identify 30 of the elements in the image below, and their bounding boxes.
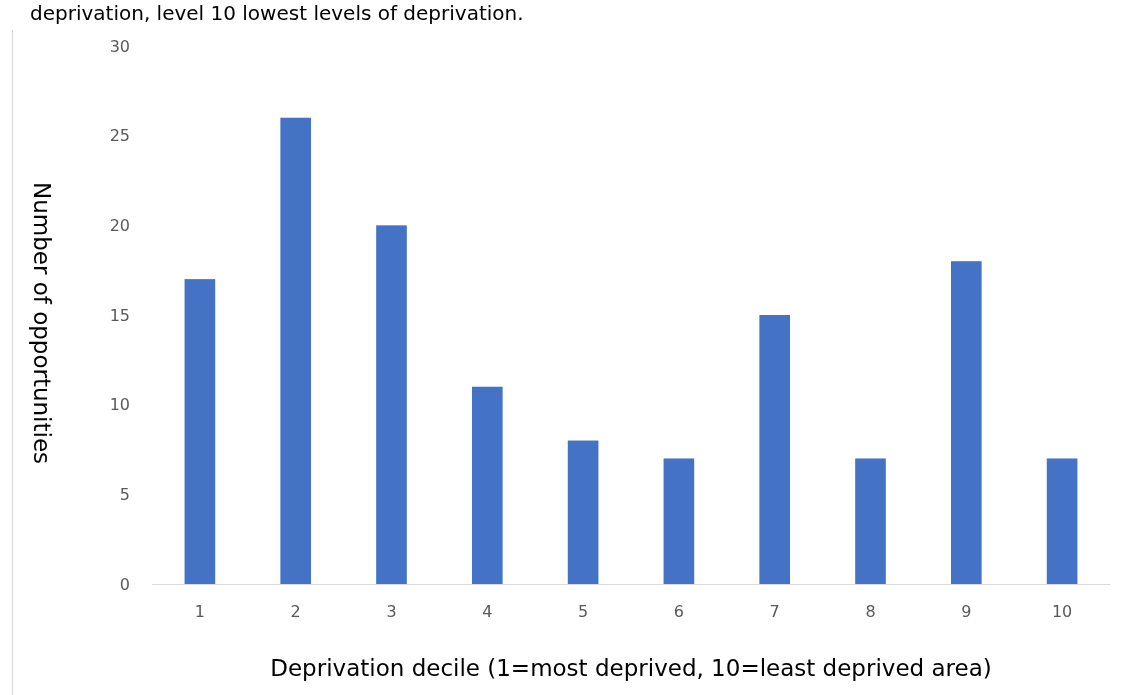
bar — [855, 458, 886, 584]
x-tick-label: 4 — [482, 602, 493, 622]
bar — [663, 458, 695, 584]
x-tick-label: 3 — [386, 602, 397, 622]
bar — [471, 386, 503, 584]
x-tick-label: 1 — [194, 602, 205, 622]
bar — [1046, 458, 1078, 584]
x-tick-label: 10 — [1051, 602, 1073, 622]
x-tick-label: 7 — [769, 602, 780, 622]
chart-title: deprivation, level 10 lowest levels of deprivation. — [30, 1, 524, 25]
bar — [376, 225, 407, 584]
x-tick-label: 6 — [673, 602, 684, 622]
y-axis-title: Number of opportunities — [29, 181, 55, 465]
x-tick-label: 5 — [578, 602, 589, 622]
bar — [280, 117, 312, 584]
bar — [184, 279, 216, 584]
bar — [567, 440, 599, 584]
bar — [950, 261, 982, 584]
y-tick-label: 0 — [119, 574, 130, 594]
x-tick-label: 2 — [290, 602, 301, 622]
y-tick-label: 25 — [109, 126, 130, 146]
x-tick-label: 9 — [961, 602, 972, 622]
y-tick-label: 5 — [119, 484, 130, 504]
x-axis-title: Deprivation decile (1=most deprived, 10=least deprived area) — [270, 655, 992, 681]
x-tick-label: 8 — [865, 602, 876, 622]
y-tick-label: 30 — [109, 36, 130, 56]
y-tick-label: 15 — [109, 305, 130, 325]
y-tick-label: 10 — [109, 395, 130, 415]
y-tick-label: 20 — [109, 215, 130, 235]
bar — [759, 315, 791, 584]
